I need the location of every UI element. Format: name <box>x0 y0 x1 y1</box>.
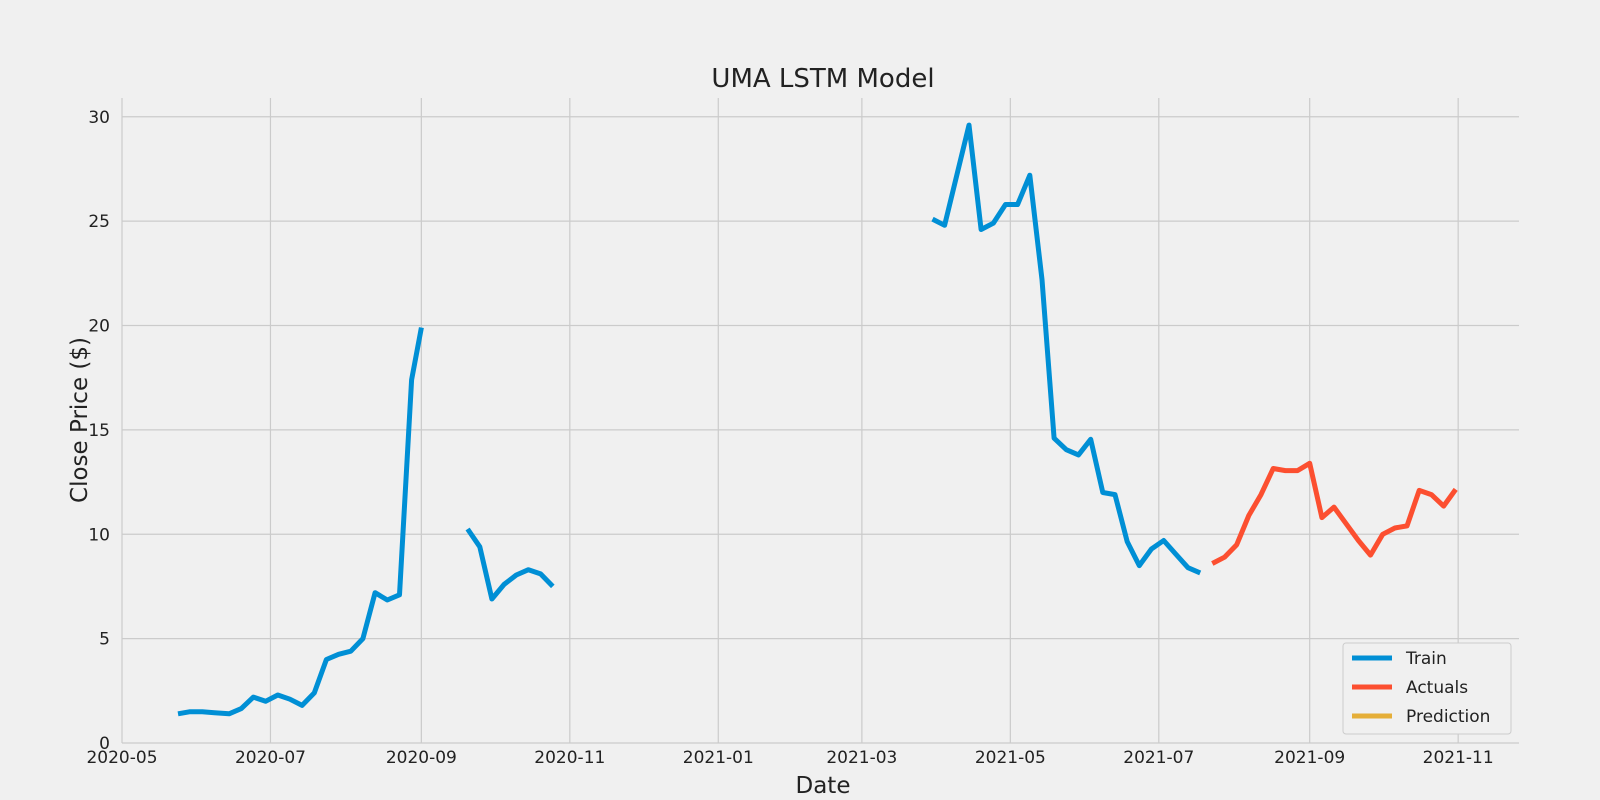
x-tick-label: 2020-05 <box>86 748 157 768</box>
x-tick-label: 2020-09 <box>386 748 457 768</box>
legend: Train Actuals Prediction <box>1342 642 1512 735</box>
x-tick-label: 2020-07 <box>235 748 306 768</box>
y-tick-label: 10 <box>88 525 110 545</box>
legend-label-train: Train <box>1405 649 1447 669</box>
x-tick-label: 2021-01 <box>683 748 754 768</box>
x-axis-label: Date <box>796 773 851 799</box>
x-tick-label: 2021-09 <box>1274 748 1345 768</box>
y-tick-label: 5 <box>99 630 110 650</box>
chart-title: UMA LSTM Model <box>711 64 934 94</box>
x-tick-labels: 2020-05 2020-07 2020-09 2020-11 2021-01 2021-… <box>86 748 1493 768</box>
y-tick-label: 30 <box>88 108 110 128</box>
y-tick-label: 25 <box>88 212 110 232</box>
x-tick-label: 2021-11 <box>1423 748 1494 768</box>
series-train-line <box>465 527 555 602</box>
series-train-line <box>931 122 1202 576</box>
grid <box>121 98 1519 744</box>
y-tick-labels: 0 5 10 15 20 25 30 <box>88 108 110 754</box>
x-tick-label: 2021-03 <box>826 748 897 768</box>
plot-area <box>122 98 1519 743</box>
legend-label-actuals: Actuals <box>1406 678 1468 698</box>
y-axis-label: Close Price ($) <box>67 337 93 503</box>
series-train-line <box>177 327 424 717</box>
y-tick-label: 20 <box>88 317 110 337</box>
series-actuals-line <box>1211 460 1458 566</box>
legend-label-prediction: Prediction <box>1406 707 1490 727</box>
series-layer <box>177 122 1458 717</box>
y-tick-label: 0 <box>99 734 110 754</box>
y-tick-label: 15 <box>88 421 110 441</box>
x-tick-label: 2020-11 <box>534 748 605 768</box>
x-tick-label: 2021-05 <box>975 748 1046 768</box>
x-tick-label: 2021-07 <box>1123 748 1194 768</box>
legend-box <box>1342 642 1512 735</box>
legend-items: Train Actuals Prediction <box>1352 649 1490 727</box>
